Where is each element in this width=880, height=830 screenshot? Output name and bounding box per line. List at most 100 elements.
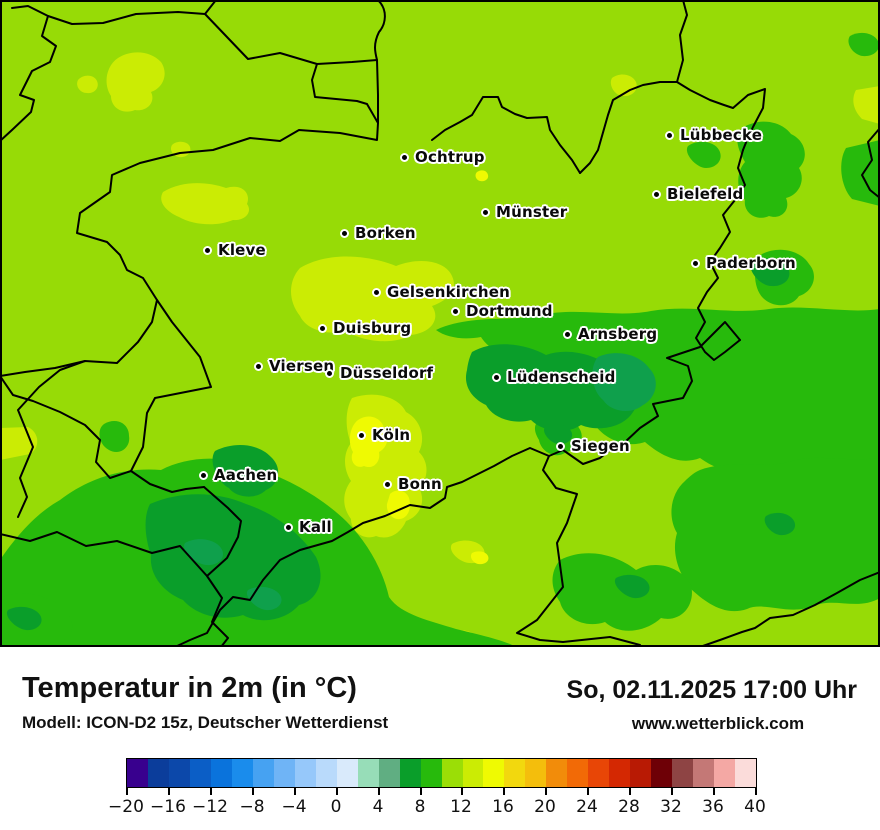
temp-region: [99, 421, 130, 453]
timestamp: So, 02.11.2025 17:00 Uhr: [566, 676, 857, 704]
temp-region: [614, 574, 650, 599]
color-scale-tick: [126, 788, 128, 795]
color-scale-tick: [294, 788, 296, 795]
border-line: [699, 571, 880, 647]
color-scale-tick-label: 28: [618, 797, 640, 817]
temp-region: [470, 551, 489, 565]
temp-region: [592, 353, 656, 412]
border-line: [579, 81, 766, 174]
page-title: Temperatur in 2m (in °C): [22, 672, 357, 704]
color-scale-tick: [461, 788, 463, 795]
color-scale-segment: [672, 759, 694, 787]
color-scale-segment: [294, 759, 316, 787]
color-scale-segment: [462, 759, 484, 787]
color-scale-segment: [378, 759, 400, 787]
color-scale-tick-label: 4: [372, 797, 384, 817]
color-scale-segment: [210, 759, 232, 787]
color-scale-segment: [567, 759, 589, 787]
borders: [0, 0, 880, 647]
temp-region: [853, 86, 880, 124]
color-scale-segment: [609, 759, 631, 787]
color-scale-segment: [357, 759, 379, 787]
border-line: [431, 96, 581, 174]
border-line: [174, 447, 550, 647]
color-scale-segment: [231, 759, 253, 787]
temp-region: [161, 183, 250, 225]
temp-region: [349, 416, 388, 468]
color-scale-tick-label: 16: [492, 797, 514, 817]
temp-region: [145, 494, 321, 621]
border-line: [130, 299, 212, 472]
color-scale-segment: [651, 759, 673, 787]
border-line: [0, 375, 205, 493]
color-scale-tick-label: 8: [414, 797, 426, 817]
color-scale-segment: [714, 759, 736, 787]
map-area: Lübbecke Ochtrup Bielefeld Münster Borken Kle…: [0, 0, 880, 647]
border-line: [204, 0, 386, 65]
color-scale-segment: [525, 759, 547, 787]
color-scale-tick: [168, 788, 170, 795]
temp-region: [848, 32, 880, 57]
color-scale-segment: [252, 759, 274, 787]
color-scale-tick: [336, 788, 338, 795]
temp-region: [436, 307, 880, 473]
color-scale-segment: [546, 759, 568, 787]
temp-region: [77, 75, 98, 94]
color-scale-segment: [483, 759, 505, 787]
color-scale-tick-label: −4: [281, 797, 307, 817]
color-scale-tick-label: −8: [239, 797, 265, 817]
color-scale-tick-label: −16: [150, 797, 186, 817]
color-scale-segment: [273, 759, 295, 787]
website-url: www.wetterblick.com: [631, 714, 805, 733]
border-line: [17, 63, 379, 518]
temp-region: [212, 445, 279, 497]
color-scale-segment: [735, 759, 757, 787]
border-line: [11, 0, 217, 25]
color-scale-tick-label: 36: [702, 797, 724, 817]
color-scale-tick: [755, 788, 757, 795]
color-scale-tick: [420, 788, 422, 795]
color-scale-segment: [168, 759, 190, 787]
temp-region: [750, 258, 790, 287]
color-scale-segment: [504, 759, 526, 787]
temp-region: [386, 490, 410, 520]
color-scale-tick: [545, 788, 547, 795]
color-scale-tick: [210, 788, 212, 795]
color-scale-tick-label: 24: [576, 797, 598, 817]
color-scale-segment: [420, 759, 442, 787]
color-scale-tick: [378, 788, 380, 795]
temp-region: [475, 170, 489, 182]
temp-region: [184, 539, 224, 566]
border-line: [203, 486, 242, 647]
color-scale-tick-label: 32: [660, 797, 682, 817]
color-scale: [126, 758, 757, 788]
temp-region: [106, 52, 165, 112]
border-line: [376, 59, 379, 124]
color-scale-segment: [315, 759, 337, 787]
color-scale-tick-label: 12: [450, 797, 472, 817]
border-line: [516, 321, 741, 646]
color-scale-segment: [693, 759, 715, 787]
color-scale-tick: [671, 788, 673, 795]
temp-region: [6, 606, 42, 631]
color-scale-tick: [503, 788, 505, 795]
border-line: [0, 360, 86, 377]
temp-region: [686, 141, 721, 168]
color-scale-tick-label: 20: [534, 797, 556, 817]
color-scale-tick: [587, 788, 589, 795]
color-scale-tick: [252, 788, 254, 795]
color-scale-tick-label: −12: [192, 797, 228, 817]
model-info: Modell: ICON-D2 15z, Deutscher Wetterdie…: [22, 713, 389, 732]
temp-region: [737, 121, 805, 218]
color-scale-segment: [441, 759, 463, 787]
border-line: [861, 127, 880, 199]
color-scale-tick-label: 0: [330, 797, 342, 817]
temperature-map: [0, 0, 880, 647]
color-scale-segment: [588, 759, 610, 787]
color-scale-segment: [147, 759, 169, 787]
color-scale-segment: [127, 759, 148, 787]
color-scale-tick-label: 40: [744, 797, 766, 817]
temp-region: [764, 512, 796, 536]
border-line: [695, 149, 746, 361]
